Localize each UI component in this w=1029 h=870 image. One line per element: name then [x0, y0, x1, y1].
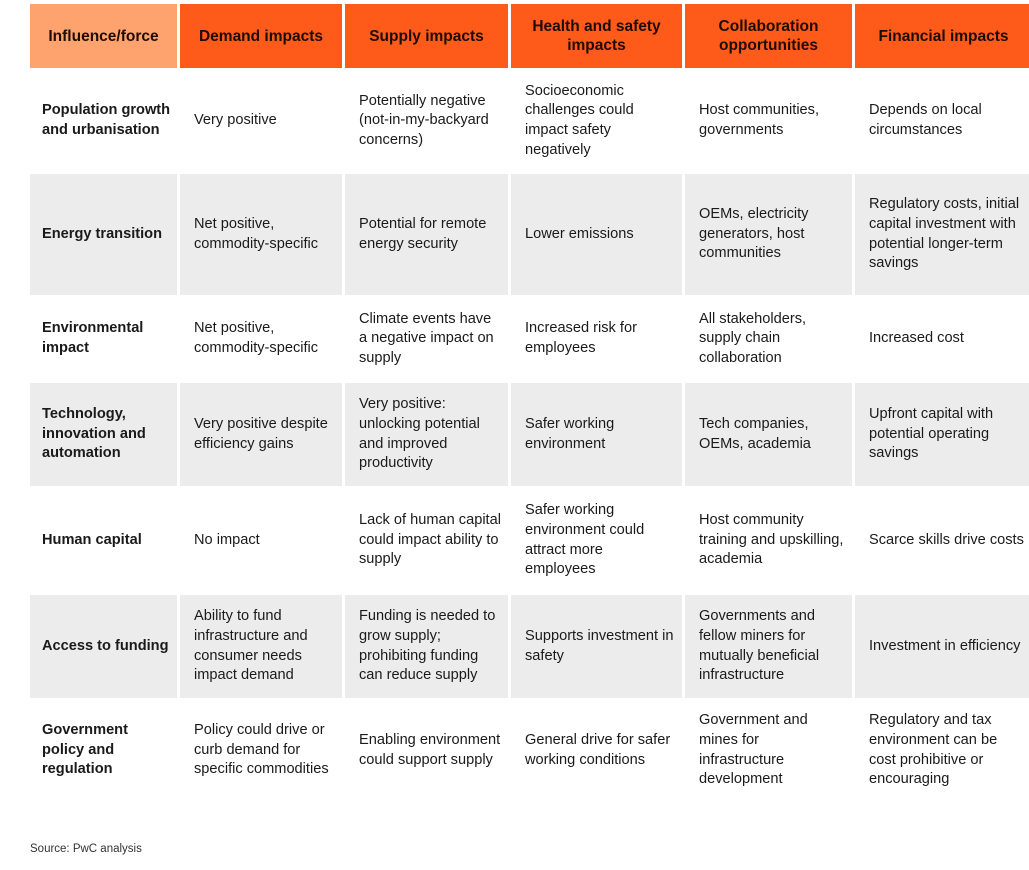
table-cell: Net positive, commodity-specific — [194, 320, 319, 356]
table-cell: Lack of human capital could impact abili… — [359, 512, 501, 568]
table-cell: Scarce skills drive costs — [869, 531, 1024, 548]
table-cell: Socioeconomic challenges could impact sa… — [525, 82, 634, 158]
table-cell: No impact — [194, 531, 260, 548]
table-cell: Host communities, governments — [699, 102, 820, 138]
table-cell: Depends on local circumstances — [869, 102, 982, 138]
table-cell: Very positive — [194, 112, 277, 129]
table-cell: Policy could drive or curb demand for sp… — [194, 722, 329, 778]
table-cell: Climate events have a negative impact on… — [359, 310, 494, 366]
table-cell: Safer working environment could attract … — [525, 502, 645, 578]
table-cell: General drive for safer working conditio… — [525, 731, 671, 768]
row-header-energy-transition: Energy transition — [30, 174, 177, 295]
table-cell: OEMs, electricity generators, host commu… — [685, 174, 852, 295]
source-note: Source: PwC analysis — [30, 843, 142, 855]
table-cell: Tech companies, OEMs, academia — [685, 383, 852, 486]
row-header-human-capital: Human capital — [42, 531, 142, 548]
table-cell: Regulatory costs, initial capital invest… — [855, 174, 1029, 295]
table-cell: Enabling environment could support suppl… — [359, 731, 501, 768]
table-cell: Very positive despite efficiency gains — [180, 383, 342, 486]
header-supply-impacts: Supply impacts — [345, 4, 508, 68]
row-header-access-to-funding: Access to funding — [30, 595, 177, 698]
row-header-population-growth: Population growth and urbanisation — [42, 102, 171, 138]
table-cell: Lower emissions — [511, 174, 682, 295]
table-cell: Potential for remote energy security — [345, 174, 508, 295]
row-header-technology-innovation: Technology, innovation and automation — [30, 383, 177, 486]
table-cell: Increased risk for employees — [525, 320, 637, 356]
table-cell: Very positive: unlocking potential and i… — [345, 383, 508, 486]
table-cell: Ability to fund infrastructure and consu… — [180, 595, 342, 698]
header-influence-force: Influence/force — [30, 4, 177, 68]
header-financial-impacts: Financial impacts — [855, 4, 1029, 68]
table-cell: Safer working environment — [511, 383, 682, 486]
table-cell: Increased cost — [869, 330, 964, 347]
row-header-government-policy: Government policy and regulation — [42, 722, 128, 778]
table-cell: Net positive, commodity-specific — [180, 174, 342, 295]
impacts-table: Influence/force Demand impacts Supply im… — [30, 4, 1029, 800]
table-cell: Host community training and upskilling, … — [699, 512, 844, 568]
table-cell: Investment in efficiency — [855, 595, 1029, 698]
table-cell: Regulatory and tax environment can be co… — [869, 712, 998, 788]
table-cell: Supports investment in safety — [511, 595, 682, 698]
table-cell: Government and mines for infrastructure … — [699, 712, 808, 788]
table-cell: All stakeholders, supply chain collabora… — [699, 310, 807, 366]
header-collaboration-opportunities: Collaboration opportunities — [685, 4, 852, 68]
table-cell: Potentially negative (not-in-my-backyard… — [359, 92, 489, 148]
header-demand-impacts: Demand impacts — [180, 4, 342, 68]
table-cell: Governments and fellow miners for mutual… — [685, 595, 852, 698]
table-cell: Upfront capital with potential operating… — [855, 383, 1029, 486]
row-header-environmental-impact: Environmental impact — [42, 320, 144, 356]
header-health-safety-impacts: Health and safety impacts — [511, 4, 682, 68]
table-cell: Funding is needed to grow supply; prohib… — [345, 595, 508, 698]
